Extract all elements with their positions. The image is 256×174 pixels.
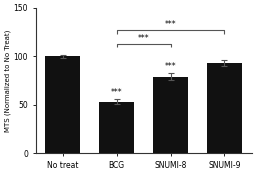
- Bar: [207, 63, 242, 153]
- Bar: [45, 56, 80, 153]
- Text: ***: ***: [111, 88, 123, 97]
- Text: ***: ***: [165, 21, 176, 30]
- Text: ***: ***: [138, 34, 150, 43]
- Bar: [99, 102, 134, 153]
- Y-axis label: MTS (Normalized to No Treat): MTS (Normalized to No Treat): [4, 29, 11, 132]
- Text: ***: ***: [165, 62, 176, 71]
- Bar: [153, 77, 188, 153]
